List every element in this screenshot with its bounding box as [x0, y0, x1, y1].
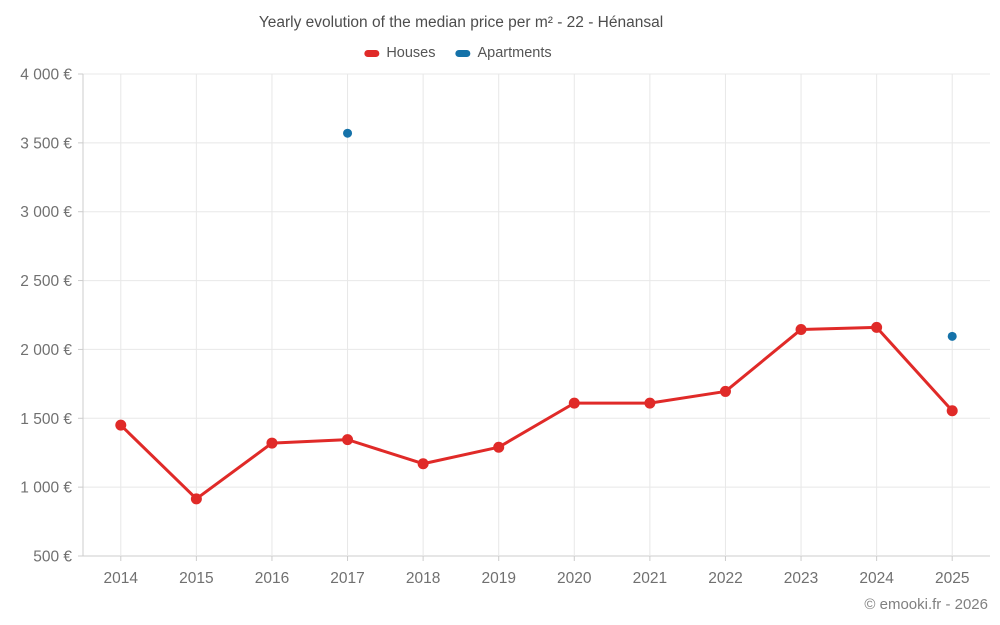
y-axis-label-1500: 1 500 €: [20, 411, 72, 428]
x-axis-label-2017: 2017: [330, 570, 364, 587]
x-axis-label-2014: 2014: [104, 570, 139, 587]
y-axis-label-500: 500 €: [33, 549, 72, 566]
chart-legend: Houses Apartments: [364, 45, 552, 61]
copyright-text: © emooki.fr - 2026: [864, 596, 988, 613]
apartments-legend-swatch-icon: [455, 49, 471, 57]
houses-point-2014[interactable]: [115, 419, 127, 431]
y-axis-label-4000: 4 000 €: [20, 67, 72, 84]
x-axis-label-2023: 2023: [784, 570, 818, 587]
x-axis-label-2020: 2020: [557, 570, 592, 587]
y-axis-label-1000: 1 000 €: [20, 480, 72, 497]
legend-item-apartments[interactable]: Apartments: [455, 45, 552, 61]
apartments-legend-label: Apartments: [477, 45, 552, 61]
houses-line: [119, 325, 954, 501]
x-axis-label-2015: 2015: [179, 570, 213, 587]
houses-legend-label: Houses: [386, 45, 436, 61]
y-axis-label-2500: 2 500 €: [20, 273, 72, 290]
houses-point-2015[interactable]: [190, 493, 202, 505]
x-axis-label-2024: 2024: [859, 570, 894, 587]
x-axis-label-2021: 2021: [633, 570, 667, 587]
y-axis-label-3000: 3 000 €: [20, 204, 72, 221]
legend-item-houses[interactable]: Houses: [364, 45, 436, 61]
houses-point-2024[interactable]: [871, 321, 883, 333]
chart-title: Yearly evolution of the median price per…: [258, 14, 664, 31]
x-axis-label-2022: 2022: [708, 570, 742, 587]
houses-point-2025[interactable]: [946, 405, 958, 417]
houses-point-2021[interactable]: [644, 397, 656, 409]
houses-point-2019[interactable]: [493, 441, 505, 453]
y-axis-label-3500: 3 500 €: [20, 135, 72, 152]
houses-point-2017[interactable]: [342, 434, 354, 446]
apartments-point-2017[interactable]: [343, 128, 353, 138]
houses-point-2020[interactable]: [568, 397, 580, 409]
x-axis-label-2016: 2016: [255, 570, 289, 587]
houses-point-2023[interactable]: [795, 323, 807, 335]
houses-point-2022[interactable]: [719, 385, 731, 397]
x-axis-label-2025: 2025: [935, 570, 969, 587]
x-axis-label-2018: 2018: [406, 570, 440, 587]
houses-point-2018[interactable]: [417, 458, 429, 470]
houses-legend-swatch-icon: [364, 49, 380, 57]
apartments-point-2025[interactable]: [947, 331, 957, 341]
houses-point-2016[interactable]: [266, 437, 278, 449]
y-axis-label-2000: 2 000 €: [20, 342, 72, 359]
x-axis-label-2019: 2019: [481, 570, 515, 587]
